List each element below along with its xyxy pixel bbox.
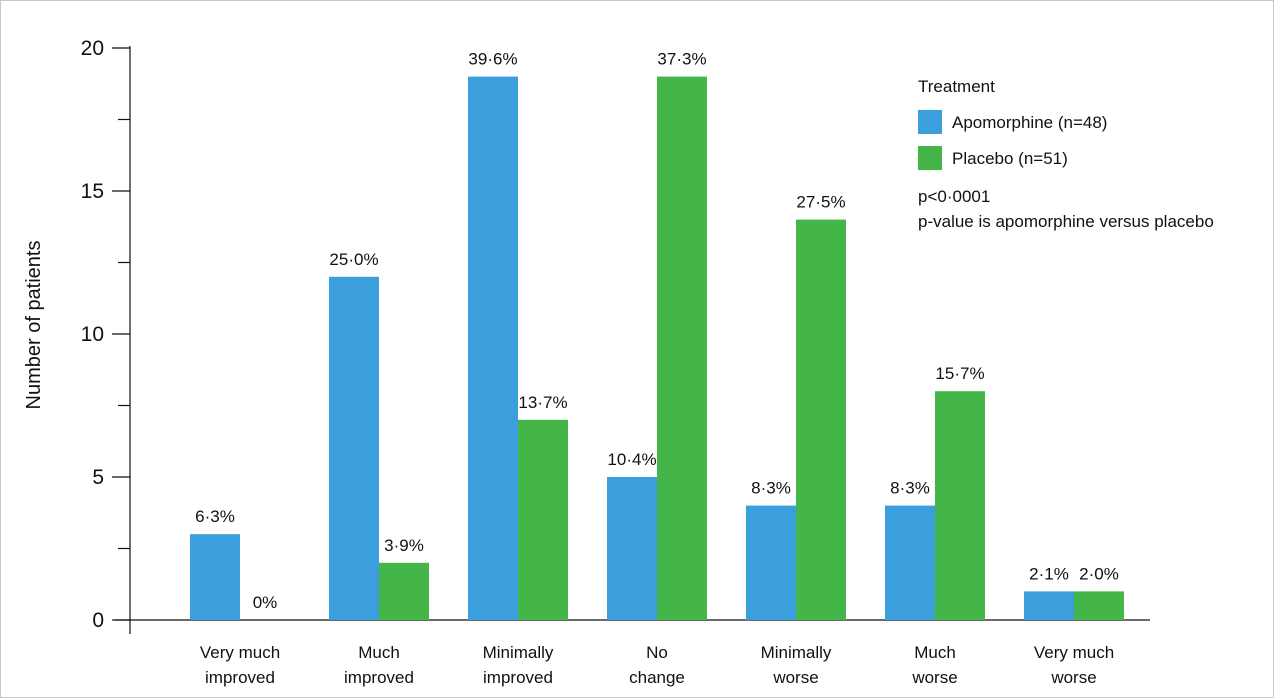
note: p-value is apomorphine versus placebo xyxy=(918,212,1214,231)
x-tick-label: improved xyxy=(344,668,414,687)
y-tick-label: 5 xyxy=(92,466,104,489)
value-label: 37·3% xyxy=(657,50,706,69)
x-tick-label: Minimally xyxy=(483,643,554,662)
bar xyxy=(1024,591,1074,620)
bar xyxy=(885,505,935,620)
x-tick-label: Minimally xyxy=(761,643,832,662)
bar xyxy=(657,76,707,621)
x-tick-label: change xyxy=(629,668,685,687)
value-label: 39·6% xyxy=(468,50,517,69)
y-tick-label: 0 xyxy=(92,609,104,632)
legend-label: Apomorphine (n=48) xyxy=(952,113,1107,132)
bar xyxy=(329,276,379,620)
value-label: 13·7% xyxy=(518,393,567,412)
x-tick-label: improved xyxy=(205,668,275,687)
bar xyxy=(1074,591,1124,620)
bar xyxy=(518,419,568,620)
bar xyxy=(190,534,240,620)
bar xyxy=(468,76,518,621)
legend-swatch xyxy=(918,110,942,134)
x-tick-label: Much xyxy=(358,643,400,662)
bar xyxy=(796,219,846,620)
legend-swatch xyxy=(918,146,942,170)
value-label: 25·0% xyxy=(329,250,378,269)
y-tick-label: 20 xyxy=(81,37,104,60)
value-label: 8·3% xyxy=(890,479,930,498)
value-label: 15·7% xyxy=(935,364,984,383)
x-tick-label: Much xyxy=(914,643,956,662)
bar xyxy=(935,391,985,620)
value-label: 6·3% xyxy=(195,507,235,526)
value-label: 2·0% xyxy=(1079,564,1119,583)
bar xyxy=(746,505,796,620)
x-tick-label: worse xyxy=(911,668,957,687)
y-tick-label: 10 xyxy=(81,323,104,346)
x-tick-label: worse xyxy=(1050,668,1096,687)
legend-title: Treatment xyxy=(918,77,995,96)
x-tick-label: No xyxy=(646,643,668,662)
x-tick-label: improved xyxy=(483,668,553,687)
value-label: 0% xyxy=(253,593,278,612)
value-label: 10·4% xyxy=(607,450,656,469)
x-tick-label: Very much xyxy=(200,643,280,662)
y-tick-label: 15 xyxy=(81,180,104,203)
legend-label: Placebo (n=51) xyxy=(952,149,1068,168)
y-axis-label: Number of patients xyxy=(23,241,45,410)
value-label: 27·5% xyxy=(796,193,845,212)
value-label: 8·3% xyxy=(751,479,791,498)
bar xyxy=(607,477,657,620)
x-tick-label: worse xyxy=(772,668,818,687)
value-label: 2·1% xyxy=(1029,564,1069,583)
value-label: 3·9% xyxy=(384,536,424,555)
x-tick-label: Very much xyxy=(1034,643,1114,662)
note: p<0·0001 xyxy=(918,187,990,206)
bar xyxy=(379,562,429,620)
